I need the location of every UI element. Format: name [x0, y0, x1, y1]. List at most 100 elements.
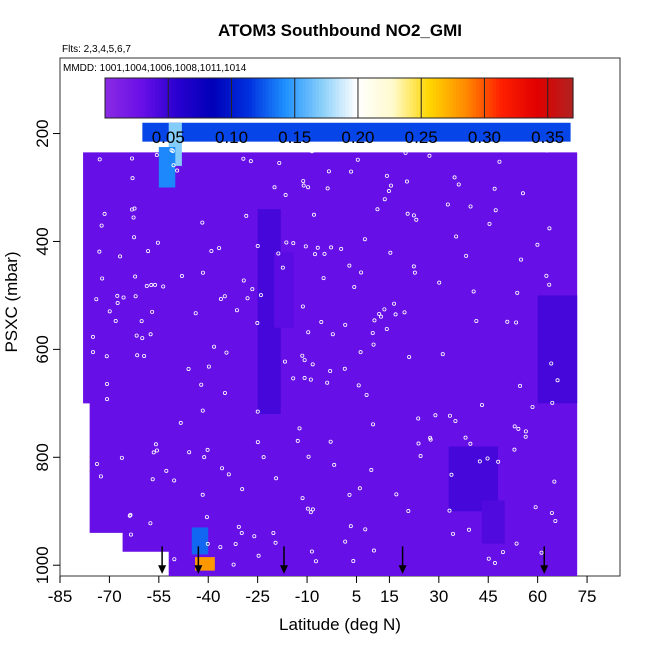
measurement-point [282, 359, 287, 364]
colorbar-swatch [449, 78, 454, 118]
colorbar-swatch [392, 78, 397, 118]
x-tick-label: -10 [295, 587, 320, 606]
measurement-point [416, 441, 421, 446]
colorbar-swatch [118, 78, 123, 118]
colorbar-swatch [292, 78, 297, 118]
measurement-point [309, 149, 314, 154]
measurement-point [447, 413, 452, 418]
measurement-point [514, 541, 519, 546]
colorbar-swatch [228, 78, 233, 118]
measurement-point [375, 207, 380, 212]
colorbar-swatch [536, 78, 541, 118]
colorbar-swatch [302, 78, 307, 118]
colorbar-swatch [138, 78, 143, 118]
colorbar-swatch [141, 78, 146, 118]
measurement-point [186, 366, 191, 371]
colorbar-swatch [318, 78, 323, 118]
colorbar-swatch [105, 78, 109, 118]
colorbar-swatch [285, 78, 290, 118]
measurement-point [355, 157, 360, 162]
measurement-point [151, 450, 156, 455]
colorbar-swatch [506, 78, 511, 118]
colorbar-tick-label: 0.05 [152, 128, 185, 147]
colorbar-swatch [242, 78, 246, 118]
measurement-point [388, 250, 393, 255]
measurement-point [535, 242, 540, 247]
measurement-point [372, 318, 377, 323]
measurement-point [308, 510, 313, 515]
measurement-point [550, 400, 555, 405]
colorbar-swatch [559, 78, 564, 118]
measurement-point [107, 309, 112, 314]
measurement-point [411, 213, 416, 218]
measurement-point [418, 454, 423, 459]
measurement-point [205, 541, 210, 546]
colorbar-swatch [245, 78, 250, 118]
measurement-point [94, 461, 99, 466]
measurement-point [200, 408, 205, 413]
measurement-point [297, 426, 302, 431]
measurement-point [412, 270, 417, 275]
colorbar-swatch [389, 78, 394, 118]
measurement-point [474, 318, 479, 323]
colorbar-swatch [492, 78, 497, 118]
measurement-points [90, 148, 560, 567]
colorbar-swatch [145, 78, 150, 118]
x-tick-label: -25 [245, 587, 270, 606]
measurement-point [119, 455, 124, 460]
colorbar-swatch [519, 78, 524, 118]
measurement-point [479, 402, 484, 407]
colorbar-tick-label: 0.30 [468, 128, 501, 147]
measurement-point [440, 352, 445, 357]
measurement-point [204, 515, 209, 520]
measurement-point [437, 280, 442, 285]
measurement-point [349, 169, 354, 174]
measurement-point [148, 332, 153, 337]
measurement-point [347, 492, 352, 497]
measurement-point [306, 454, 311, 459]
chart-title: ATOM3 Southbound NO2_GMI [218, 21, 462, 40]
measurement-point [414, 217, 419, 222]
measurement-point [91, 350, 96, 355]
measurement-point [530, 405, 535, 410]
colorbar-swatch [288, 78, 293, 118]
measurement-point [351, 559, 356, 564]
colorbar-swatch [499, 78, 504, 118]
colorbar-swatch [225, 78, 230, 118]
y-tick-label: 1000 [33, 546, 52, 584]
measurement-point [172, 557, 177, 562]
measurement-point [276, 251, 281, 256]
heatmap-cell [158, 147, 176, 188]
colorbar-swatch [265, 78, 270, 118]
measurement-point [134, 333, 139, 338]
measurement-point [302, 376, 307, 381]
measurement-point [149, 283, 154, 288]
measurement-point [468, 441, 473, 446]
colorbar-swatch [295, 78, 300, 118]
measurement-point [175, 168, 180, 173]
measurement-point [222, 294, 227, 299]
colorbar-swatch [556, 78, 561, 118]
measurement-point [356, 383, 361, 388]
measurement-point [170, 148, 175, 153]
measurement-point [104, 381, 109, 386]
colorbar-swatch [349, 78, 353, 118]
measurement-point [384, 327, 389, 332]
colorbar-frame [104, 77, 574, 119]
measurement-point [326, 169, 331, 174]
x-tick-label: -85 [48, 587, 73, 606]
colorbar-swatch [395, 78, 400, 118]
colorbar-swatch [255, 78, 260, 118]
measurement-point [454, 234, 459, 239]
heatmap-cell [274, 252, 294, 328]
measurement-point [310, 362, 315, 367]
measurement-point [252, 534, 257, 539]
colorbar-swatch [496, 78, 501, 118]
colorbar-swatch [171, 78, 176, 118]
measurement-point [544, 148, 549, 153]
measurement-point [427, 153, 432, 158]
colorbar-swatch [222, 78, 226, 118]
colorbar-swatch [399, 78, 404, 118]
colorbar-swatch [529, 78, 534, 118]
colorbar-tick-label: 0.15 [278, 128, 311, 147]
